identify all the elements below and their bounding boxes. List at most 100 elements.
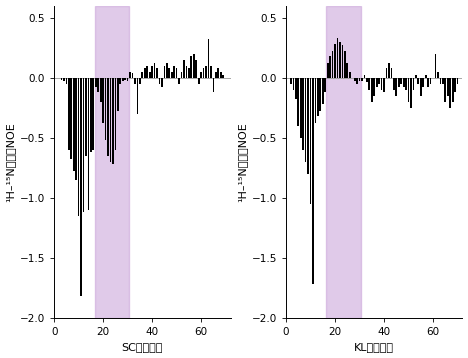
Bar (181, 72, 183, 78)
Bar (154, 63, 155, 78)
Bar (322, 78, 324, 104)
Bar (427, 78, 429, 87)
Bar (435, 54, 436, 78)
Bar (376, 78, 378, 87)
Bar (310, 78, 311, 204)
Bar (395, 78, 397, 96)
Y-axis label: ¹H–¹⁵N異種核NOE: ¹H–¹⁵N異種核NOE (6, 122, 15, 202)
Bar (205, 66, 207, 78)
Bar (420, 78, 422, 96)
Bar (68, 78, 70, 150)
Bar (425, 75, 426, 78)
Bar (449, 78, 451, 108)
Bar (327, 6, 361, 318)
Bar (346, 63, 348, 78)
X-axis label: KL残基番号: KL残基番号 (354, 343, 394, 352)
Bar (139, 78, 141, 84)
Bar (95, 6, 129, 318)
Bar (439, 78, 441, 84)
Bar (212, 78, 214, 92)
Bar (70, 78, 72, 159)
Bar (378, 78, 380, 84)
Bar (400, 78, 402, 84)
Bar (312, 78, 314, 284)
Bar (356, 78, 358, 84)
Bar (220, 72, 221, 78)
Bar (173, 66, 175, 78)
Bar (168, 68, 170, 78)
Bar (403, 78, 404, 87)
Bar (198, 78, 199, 84)
Bar (349, 72, 351, 78)
Bar (161, 78, 163, 87)
Bar (329, 56, 331, 78)
Bar (190, 56, 192, 78)
Bar (210, 66, 212, 78)
Bar (327, 63, 329, 78)
Bar (415, 75, 417, 78)
Bar (222, 75, 224, 78)
Bar (452, 78, 453, 102)
Bar (305, 78, 307, 162)
Bar (132, 73, 133, 78)
Bar (193, 54, 195, 78)
Bar (366, 78, 368, 82)
Bar (447, 78, 449, 96)
Bar (149, 72, 151, 78)
Bar (183, 60, 185, 78)
Bar (176, 68, 177, 78)
Bar (78, 78, 80, 216)
Bar (393, 78, 395, 90)
Bar (290, 78, 292, 84)
Bar (215, 72, 217, 78)
Bar (218, 68, 219, 78)
Bar (129, 72, 131, 78)
Bar (302, 78, 304, 150)
Bar (383, 78, 385, 92)
Bar (410, 78, 412, 108)
Bar (332, 51, 333, 78)
Bar (127, 78, 129, 81)
Bar (203, 68, 205, 78)
Bar (159, 78, 161, 84)
Bar (405, 78, 407, 90)
Bar (368, 78, 370, 90)
Bar (373, 78, 375, 96)
Bar (386, 68, 388, 78)
Bar (371, 78, 373, 102)
Bar (166, 63, 168, 78)
Bar (105, 78, 106, 140)
Bar (358, 78, 360, 81)
Bar (334, 44, 336, 78)
Bar (88, 78, 89, 210)
Bar (97, 78, 99, 92)
Bar (354, 78, 356, 81)
Bar (344, 51, 346, 78)
Bar (141, 72, 143, 78)
Bar (295, 78, 297, 99)
Bar (115, 78, 116, 150)
Bar (195, 60, 197, 78)
Bar (390, 68, 392, 78)
Bar (300, 78, 301, 138)
Bar (314, 78, 316, 123)
Bar (134, 78, 136, 84)
Bar (85, 78, 87, 156)
Bar (186, 66, 187, 78)
Bar (156, 68, 158, 78)
Bar (146, 66, 148, 78)
Bar (73, 78, 74, 171)
Bar (171, 72, 173, 78)
Bar (200, 72, 202, 78)
Bar (339, 42, 341, 78)
Bar (66, 78, 67, 84)
Bar (137, 78, 138, 113)
Bar (80, 78, 82, 296)
Bar (144, 68, 146, 78)
Bar (457, 78, 458, 84)
Bar (102, 78, 104, 123)
Bar (364, 75, 366, 78)
Bar (93, 78, 94, 150)
Y-axis label: ¹H–¹⁵N異種核NOE: ¹H–¹⁵N異種核NOE (237, 122, 248, 202)
Bar (61, 78, 62, 80)
